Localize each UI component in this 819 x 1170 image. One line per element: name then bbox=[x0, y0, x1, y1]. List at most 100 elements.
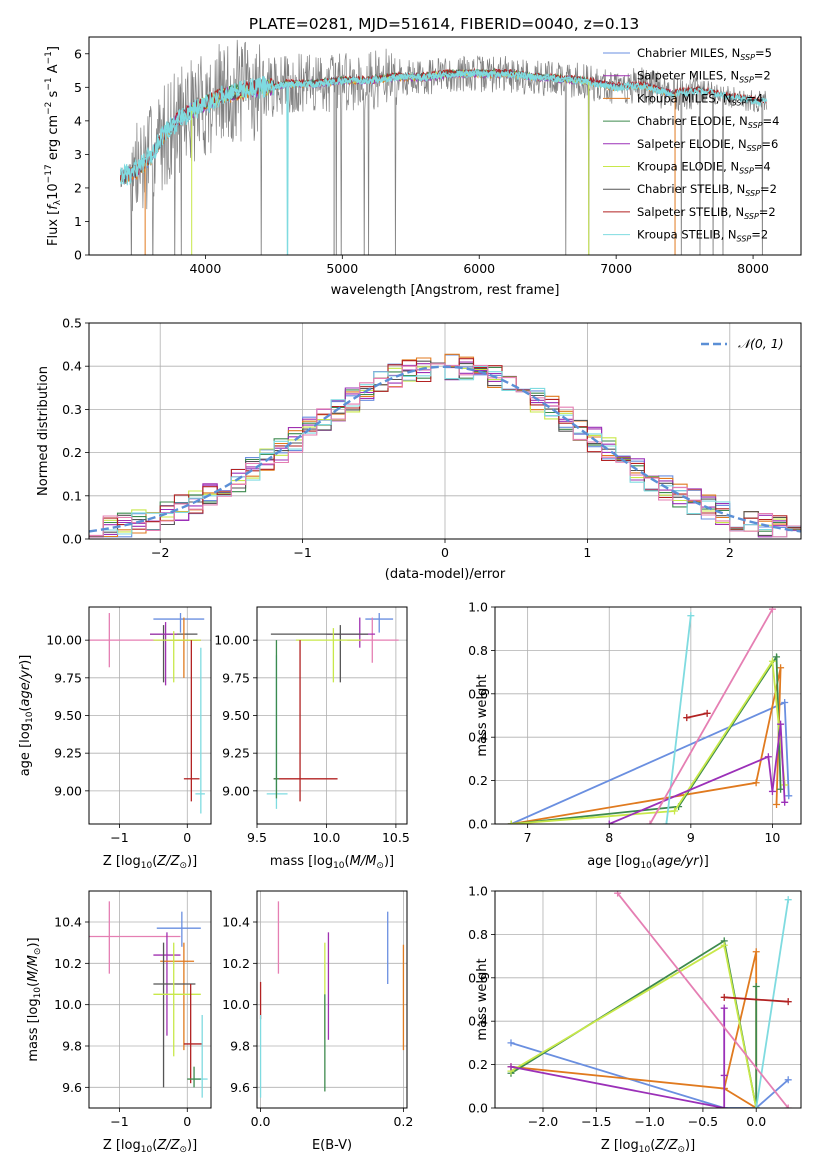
y-tick-label: 5 bbox=[74, 80, 82, 95]
x-tick-label: −1.0 bbox=[634, 1114, 664, 1129]
plot-area bbox=[89, 613, 205, 814]
label-part: M/M bbox=[26, 955, 41, 982]
y-axis-label: mass weight bbox=[475, 674, 490, 756]
plus-marker bbox=[703, 709, 711, 717]
x-tick-label: 6000 bbox=[463, 261, 495, 276]
legend-subscript: SSP bbox=[737, 235, 752, 244]
legend-subscript: SSP bbox=[739, 167, 754, 176]
weight-series-line bbox=[510, 951, 758, 1108]
y-tick-label: 10.2 bbox=[54, 956, 82, 971]
x-tick-label: −0.5 bbox=[688, 1114, 718, 1129]
y-tick-label: 0.0 bbox=[62, 532, 82, 547]
label-part: A bbox=[46, 64, 61, 77]
label-part: ⊙ bbox=[179, 861, 187, 871]
x-axis-label: mass [log10(M/M⊙)] bbox=[270, 854, 394, 871]
x-axis-label: E(B-V) bbox=[312, 1138, 352, 1153]
label-part: erg cm bbox=[46, 115, 61, 164]
plot-area bbox=[89, 901, 208, 1098]
legend-text: =4 bbox=[746, 91, 763, 105]
plus-marker bbox=[662, 820, 670, 824]
plus-marker bbox=[683, 714, 691, 722]
y-axis-label: Flux [fλ10−17 erg cm−2 s−1 A−1] bbox=[44, 46, 63, 246]
y-tick-label: 0.3 bbox=[62, 402, 82, 417]
axes-frame bbox=[256, 890, 408, 1109]
plot-area bbox=[259, 901, 405, 1098]
legend-subscript: SSP bbox=[745, 189, 760, 198]
histogram-series bbox=[89, 353, 801, 538]
x-tick-label: 0 bbox=[183, 1114, 191, 1129]
y-tick-label: 0.6 bbox=[468, 686, 488, 701]
plus-marker bbox=[768, 787, 776, 795]
label-part: 10 bbox=[333, 861, 345, 871]
label-part: −1 bbox=[44, 51, 54, 64]
label-part: ( bbox=[18, 707, 33, 712]
label-part: ] bbox=[46, 46, 61, 51]
legend-text: Kroupa STELIB, N bbox=[637, 228, 737, 242]
plus-marker bbox=[720, 1071, 728, 1079]
label-part: M/M bbox=[350, 854, 377, 869]
normal-reference-curve bbox=[89, 365, 801, 533]
plus-marker bbox=[720, 1104, 728, 1108]
plus-marker bbox=[777, 720, 785, 728]
y-axis-label: Normed distribution bbox=[36, 366, 51, 496]
axes-frame bbox=[88, 890, 212, 1109]
plus-marker bbox=[687, 612, 695, 620]
plus-marker bbox=[784, 1076, 792, 1084]
y-tick-label: 10.00 bbox=[46, 633, 82, 648]
plus-marker bbox=[752, 948, 760, 956]
y-tick-label: 0.5 bbox=[62, 316, 82, 331]
y-tick-label: 9.50 bbox=[54, 708, 82, 723]
x-tick-label: 5000 bbox=[326, 261, 358, 276]
age-vs-mass-panel: 9.5 10.0 10.5 9.00 9.25 9.50 9.75 10.00 mass [lo… bbox=[214, 606, 410, 871]
y-tick-label: 6 bbox=[74, 46, 82, 61]
legend-text: Chabrier ELODIE, N bbox=[637, 114, 748, 128]
legend-subscript: SSP bbox=[748, 121, 763, 130]
x-tick-label: 10.5 bbox=[382, 830, 410, 845]
label-part: ( bbox=[345, 854, 350, 869]
legend-entry: Chabrier STELIB, NSSP=2 bbox=[637, 182, 777, 198]
legend-text: =6 bbox=[761, 137, 778, 151]
model-spectrum-line bbox=[120, 67, 767, 182]
plus-marker bbox=[720, 993, 728, 1001]
label-part: ⊙ bbox=[179, 1145, 187, 1155]
y-tick-label: 10.4 bbox=[54, 915, 82, 930]
legend-text: Chabrier STELIB, N bbox=[637, 182, 745, 196]
legend-entry: Kroupa ELODIE, NSSP=4 bbox=[637, 160, 771, 176]
x-axis-label: Z [log10(Z/Z⊙)] bbox=[601, 1138, 695, 1155]
legend-text: =2 bbox=[759, 205, 776, 219]
label-part: )] bbox=[685, 1138, 695, 1153]
label-part: mass [log bbox=[270, 854, 333, 869]
label-part: ( bbox=[650, 1138, 655, 1153]
weight-series-line bbox=[510, 939, 758, 1108]
label-part: Z [log bbox=[103, 854, 141, 869]
plus-marker bbox=[768, 657, 776, 665]
label-part: Z [log bbox=[601, 1138, 639, 1153]
plus-marker bbox=[781, 798, 789, 806]
label-part: 10 bbox=[33, 987, 43, 999]
plot-area bbox=[89, 353, 801, 538]
axes-frame bbox=[88, 36, 802, 256]
x-tick-label: 4000 bbox=[189, 261, 221, 276]
y-tick-label: 1.0 bbox=[468, 600, 488, 615]
label-part: age [log bbox=[18, 723, 33, 776]
label-part: f bbox=[46, 203, 61, 210]
label-part: ( bbox=[152, 1138, 157, 1153]
plus-marker bbox=[646, 820, 654, 824]
y-tick-label: 9.00 bbox=[54, 783, 82, 798]
y-tick-label: 9.6 bbox=[230, 1080, 250, 1095]
legend-text: =4 bbox=[763, 114, 780, 128]
y-tick-label: 0 bbox=[74, 248, 82, 263]
label-part: age/yr bbox=[657, 854, 700, 869]
legend-text: =2 bbox=[754, 69, 771, 83]
legend-subscript: SSP bbox=[732, 98, 747, 107]
x-axis-label: (data-model)/error bbox=[385, 567, 506, 582]
x-tick-label: 10 bbox=[764, 830, 780, 845]
label-part: ⊙ bbox=[33, 948, 43, 956]
legend-entry: 𝒩(0, 1) bbox=[738, 336, 784, 351]
residual-histogram-panel: −2 −1 0 1 2 0.0 0.1 0.2 0.3 0.4 0.5 𝒩(0, 1) (data-mo… bbox=[36, 316, 802, 582]
y-tick-label: 0.2 bbox=[62, 445, 82, 460]
plus-marker bbox=[773, 800, 781, 808]
x-tick-label: 2 bbox=[726, 545, 734, 560]
